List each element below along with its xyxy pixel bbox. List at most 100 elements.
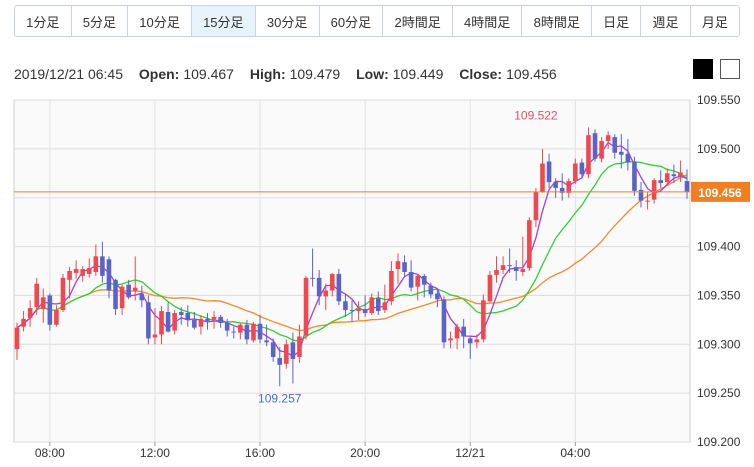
candle-body bbox=[448, 338, 453, 341]
tab-timeframe[interactable]: 30分足 bbox=[255, 6, 320, 36]
y-tick-label: 109.400 bbox=[697, 240, 741, 254]
candle bbox=[21, 311, 26, 332]
candle bbox=[297, 324, 302, 363]
candle-body bbox=[238, 324, 243, 333]
tab-timeframe[interactable]: 1分足 bbox=[15, 6, 72, 36]
x-tick-label: 08:00 bbox=[35, 446, 65, 460]
candle-body bbox=[113, 279, 118, 310]
tab-timeframe[interactable]: 10分足 bbox=[128, 6, 192, 36]
candle bbox=[277, 347, 283, 387]
tab-timeframe[interactable]: 日足 bbox=[592, 6, 642, 36]
candle bbox=[192, 312, 197, 330]
x-tick-label: 16:00 bbox=[245, 446, 275, 460]
candle bbox=[586, 127, 591, 179]
candle-body bbox=[152, 334, 158, 338]
candle-body bbox=[277, 357, 283, 365]
candle bbox=[638, 182, 644, 208]
tab-timeframe[interactable]: 8時間足 bbox=[522, 6, 592, 36]
candle-body bbox=[513, 267, 519, 271]
candle-body bbox=[612, 137, 618, 153]
candle bbox=[421, 273, 427, 298]
candle bbox=[329, 272, 335, 297]
candle bbox=[658, 170, 664, 188]
candle-body bbox=[54, 310, 59, 325]
candle-body bbox=[435, 293, 440, 300]
candle-body bbox=[34, 283, 40, 308]
tab-timeframe[interactable]: 60分足 bbox=[319, 6, 384, 36]
tab-timeframe[interactable]: 2時間足 bbox=[383, 6, 453, 36]
tab-timeframe[interactable]: 5分足 bbox=[71, 6, 129, 36]
candle bbox=[14, 322, 20, 360]
candle bbox=[664, 168, 670, 186]
candle-body bbox=[632, 161, 637, 191]
candle bbox=[251, 321, 256, 343]
candle bbox=[533, 187, 539, 228]
candle bbox=[139, 285, 145, 308]
candle-body bbox=[474, 339, 480, 343]
candle bbox=[625, 139, 631, 171]
candle bbox=[566, 178, 572, 198]
candle bbox=[159, 306, 164, 345]
x-tick-label: 12:00 bbox=[140, 446, 170, 460]
candle-body bbox=[382, 302, 388, 311]
candle-body bbox=[106, 259, 112, 291]
candle-body bbox=[323, 290, 329, 297]
candle-body bbox=[494, 270, 499, 275]
candle bbox=[527, 217, 532, 271]
candle bbox=[73, 260, 79, 279]
candle bbox=[671, 164, 677, 184]
candle bbox=[343, 293, 348, 317]
close-label: Close: bbox=[459, 66, 503, 82]
candle bbox=[119, 284, 125, 315]
candle bbox=[520, 236, 526, 276]
candle bbox=[310, 248, 315, 287]
candle-body bbox=[664, 173, 670, 183]
candle-body bbox=[146, 302, 151, 339]
candle-body bbox=[395, 261, 401, 270]
candle bbox=[573, 158, 578, 185]
candle bbox=[323, 283, 329, 311]
candle bbox=[559, 173, 565, 201]
candle bbox=[113, 278, 118, 315]
candle bbox=[467, 336, 473, 359]
candle bbox=[211, 311, 217, 329]
candle-body bbox=[467, 338, 473, 344]
tab-timeframe[interactable]: 週足 bbox=[641, 6, 691, 36]
candle-body bbox=[270, 342, 276, 357]
candle-body bbox=[126, 284, 131, 298]
candle bbox=[27, 300, 33, 327]
candle-body bbox=[375, 298, 381, 312]
tab-timeframe[interactable]: 4時間足 bbox=[452, 6, 523, 36]
candle-body bbox=[559, 187, 565, 193]
candle bbox=[126, 279, 131, 300]
light-theme-button[interactable] bbox=[720, 59, 740, 79]
candle-body bbox=[100, 256, 105, 276]
candle bbox=[546, 153, 552, 188]
candle-body bbox=[172, 313, 177, 331]
candle bbox=[336, 269, 342, 306]
candle-body bbox=[224, 322, 230, 331]
dark-theme-button[interactable] bbox=[693, 59, 713, 79]
candle-body bbox=[139, 293, 145, 301]
candle-body bbox=[579, 162, 585, 175]
candle-body bbox=[132, 287, 138, 291]
candle bbox=[632, 156, 637, 196]
candle-body bbox=[21, 318, 26, 327]
high-value: 109.479 bbox=[289, 66, 341, 82]
candle bbox=[231, 326, 237, 339]
candle bbox=[362, 295, 368, 317]
candle-body bbox=[520, 269, 526, 272]
candle bbox=[415, 274, 420, 301]
tab-timeframe[interactable]: 月足 bbox=[690, 6, 739, 36]
y-tick-label: 109.550 bbox=[697, 93, 741, 107]
candle bbox=[507, 248, 512, 273]
candle bbox=[474, 334, 480, 349]
candle-body bbox=[119, 286, 125, 309]
candle bbox=[172, 310, 177, 335]
tab-timeframe[interactable]: 15分足 bbox=[191, 6, 256, 36]
candle bbox=[684, 169, 690, 199]
x-tick-label: 20:00 bbox=[350, 446, 380, 460]
candle bbox=[592, 129, 598, 162]
candle-body bbox=[14, 327, 20, 350]
candle-body bbox=[461, 326, 466, 337]
